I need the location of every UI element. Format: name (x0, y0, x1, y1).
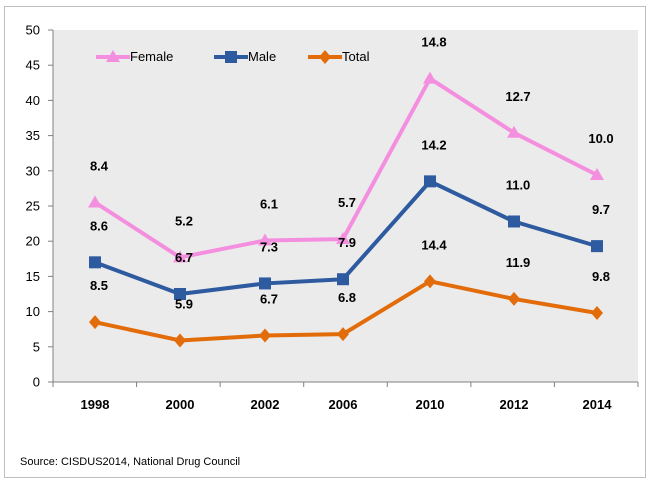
female-marker (336, 232, 350, 245)
source-note: Source: CISDUS2014, National Drug Counci… (20, 456, 241, 468)
total-marker (591, 306, 603, 321)
female-marker (590, 168, 604, 181)
legend-item-female: Female (96, 49, 173, 64)
female-data-label: 8.4 (90, 158, 109, 173)
male-data-label: 11.0 (506, 177, 531, 192)
female-data-label: 10.0 (588, 131, 613, 146)
female-marker (258, 233, 272, 246)
y-tick-labels: 0 5 10 15 20 25 30 35 40 45 50 (26, 23, 53, 390)
male-marker (337, 273, 349, 286)
legend-item-total: Total (308, 49, 370, 64)
x-tick-label: 2002 (251, 397, 280, 412)
legend-marker (225, 51, 237, 63)
y-tick-label: 40 (26, 93, 40, 108)
male-marker (259, 277, 271, 290)
x-tick-label: 1998 (81, 397, 110, 412)
y-tick-label: 35 (26, 128, 40, 143)
female-data-label: 12.7 (505, 89, 530, 104)
total-marker (424, 274, 436, 289)
legend-marker (106, 50, 120, 62)
female-data-label: 6.1 (260, 196, 278, 211)
legend-item-male: Male (214, 49, 276, 64)
y-tick-label: 10 (26, 304, 40, 319)
x-tick-label: 2000 (166, 397, 195, 412)
x-tick-label: 2006 (329, 397, 358, 412)
total-series (89, 274, 603, 348)
total-data-label: 6.7 (260, 292, 278, 307)
legend: Female Male Total (96, 49, 370, 64)
legend-label: Total (342, 49, 370, 64)
male-data-label: 6.7 (175, 250, 193, 265)
y-tick-label: 50 (26, 23, 40, 38)
legend-marker (319, 50, 331, 64)
total-marker (508, 291, 520, 306)
total-marker (259, 328, 271, 343)
y-tick-label: 5 (33, 339, 40, 354)
total-data-label: 5.9 (175, 296, 193, 311)
total-data-label: 6.8 (338, 290, 356, 305)
total-marker (89, 315, 101, 330)
male-marker (174, 288, 186, 300)
female-marker (88, 195, 102, 208)
female-marker (423, 71, 437, 84)
male-data-label: 14.2 (421, 137, 446, 152)
female-series (88, 71, 604, 263)
y-tick-label: 30 (26, 163, 40, 178)
series-group (88, 71, 604, 348)
female-data-label: 5.2 (175, 213, 193, 228)
y-tick-label: 20 (26, 234, 40, 249)
legend-label: Male (248, 49, 276, 64)
male-data-label: 8.6 (90, 218, 108, 233)
legend-label: Female (130, 49, 173, 64)
male-marker (508, 215, 520, 228)
y-tick-label: 25 (26, 199, 40, 214)
x-tick-label: 2012 (500, 397, 529, 412)
total-data-label: 8.5 (90, 278, 108, 293)
female-marker (507, 125, 521, 138)
total-data-label: 9.8 (592, 269, 610, 284)
x-tick-label: 2014 (583, 397, 613, 412)
male-data-label: 7.3 (260, 239, 278, 254)
y-tick-label: 0 (33, 375, 40, 390)
x-tick-label: 2010 (416, 397, 445, 412)
plot-area (53, 30, 638, 382)
total-data-label: 11.9 (506, 255, 531, 270)
male-marker (89, 256, 101, 269)
total-marker (174, 333, 186, 348)
x-tick-labels: 1998 2000 2002 2006 2010 2012 2014 (52, 382, 639, 412)
data-labels: 8.4 5.2 6.1 5.7 14.8 12.7 10.0 8.6 6.7 7.3 7.9 14.2… (90, 35, 614, 312)
y-tick-label: 45 (26, 58, 40, 73)
female-marker (173, 250, 187, 263)
y-tick-label: 15 (26, 269, 40, 284)
female-data-label: 14.8 (421, 35, 446, 50)
male-series (89, 175, 603, 300)
total-marker (337, 327, 349, 342)
male-data-label: 7.9 (338, 235, 356, 250)
male-marker (591, 240, 603, 253)
male-marker (424, 175, 436, 188)
male-data-label: 9.7 (592, 202, 610, 217)
female-data-label: 5.7 (338, 195, 356, 210)
total-data-label: 14.4 (421, 237, 447, 252)
